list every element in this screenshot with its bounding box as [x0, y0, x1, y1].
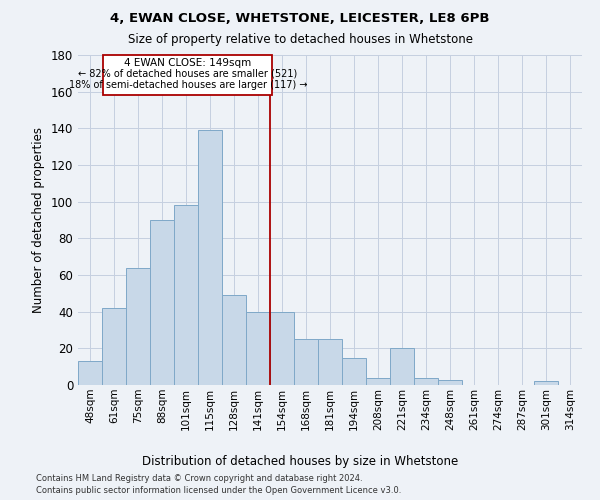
Text: 4 EWAN CLOSE: 149sqm: 4 EWAN CLOSE: 149sqm	[124, 58, 251, 68]
Bar	[103, 55, 272, 96]
Bar	[102, 308, 126, 385]
Bar	[534, 382, 558, 385]
Bar	[126, 268, 150, 385]
Bar	[246, 312, 270, 385]
Text: Size of property relative to detached houses in Whetstone: Size of property relative to detached ho…	[128, 32, 473, 46]
Text: Distribution of detached houses by size in Whetstone: Distribution of detached houses by size …	[142, 455, 458, 468]
Bar	[174, 206, 198, 385]
Text: Contains public sector information licensed under the Open Government Licence v3: Contains public sector information licen…	[36, 486, 401, 495]
Bar	[198, 130, 222, 385]
Text: 4, EWAN CLOSE, WHETSTONE, LEICESTER, LE8 6PB: 4, EWAN CLOSE, WHETSTONE, LEICESTER, LE8…	[110, 12, 490, 26]
Bar	[390, 348, 414, 385]
Bar	[414, 378, 438, 385]
Bar	[318, 339, 342, 385]
Bar	[222, 295, 246, 385]
Text: ← 82% of detached houses are smaller (521): ← 82% of detached houses are smaller (52…	[78, 68, 298, 78]
Bar	[366, 378, 390, 385]
Bar	[270, 312, 294, 385]
Bar	[342, 358, 366, 385]
Text: Contains HM Land Registry data © Crown copyright and database right 2024.: Contains HM Land Registry data © Crown c…	[36, 474, 362, 483]
Bar	[78, 361, 102, 385]
Bar	[150, 220, 174, 385]
Text: 18% of semi-detached houses are larger (117) →: 18% of semi-detached houses are larger (…	[68, 80, 307, 90]
Bar	[294, 339, 318, 385]
Y-axis label: Number of detached properties: Number of detached properties	[32, 127, 45, 313]
Bar	[438, 380, 462, 385]
